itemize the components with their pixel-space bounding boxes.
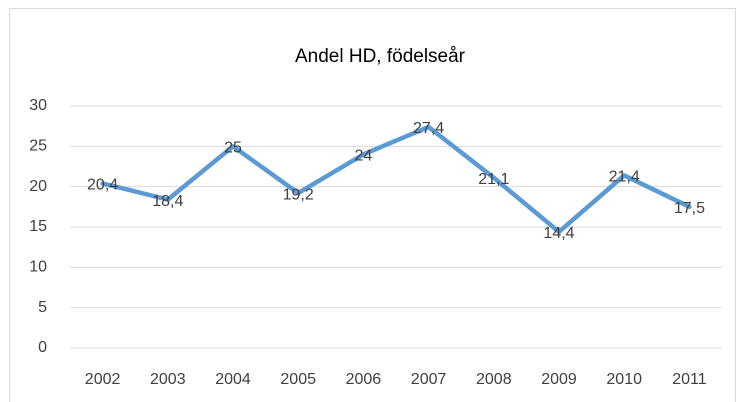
y-tick-label: 15 — [29, 218, 47, 235]
data-label: 18,4 — [152, 193, 183, 210]
y-tick-label: 10 — [29, 259, 47, 276]
chart-border — [9, 8, 736, 402]
data-label: 21,4 — [609, 169, 640, 186]
x-tick-label: 2007 — [411, 371, 447, 388]
y-tick-label: 20 — [29, 178, 47, 195]
x-tick-label: 2010 — [606, 371, 642, 388]
x-tick-label: 2009 — [541, 371, 577, 388]
x-tick-label: 2006 — [346, 371, 382, 388]
line — [100, 124, 692, 235]
data-label: 27,4 — [413, 120, 444, 137]
x-tick-label: 2011 — [672, 371, 707, 388]
data-label: 21,1 — [478, 171, 509, 188]
data-label: 20,4 — [87, 177, 118, 194]
y-tick-label: 0 — [38, 339, 47, 356]
x-tick-label: 2005 — [280, 371, 316, 388]
y-tick-label: 25 — [29, 138, 47, 155]
x-tick-label: 2002 — [85, 371, 121, 388]
data-label: 19,2 — [283, 186, 314, 203]
data-label: 17,5 — [674, 200, 705, 217]
data-label: 14,4 — [543, 225, 574, 242]
data-label: 24 — [355, 148, 373, 165]
y-tick-label: 5 — [38, 299, 47, 316]
y-tick-label: 30 — [29, 97, 47, 114]
chart-title: Andel HD, födelseår — [295, 46, 466, 67]
data-label: 25 — [224, 140, 242, 157]
x-tick-label: 2008 — [476, 371, 512, 388]
x-tick-label: 2003 — [150, 371, 186, 388]
x-tick-label: 2004 — [215, 371, 251, 388]
